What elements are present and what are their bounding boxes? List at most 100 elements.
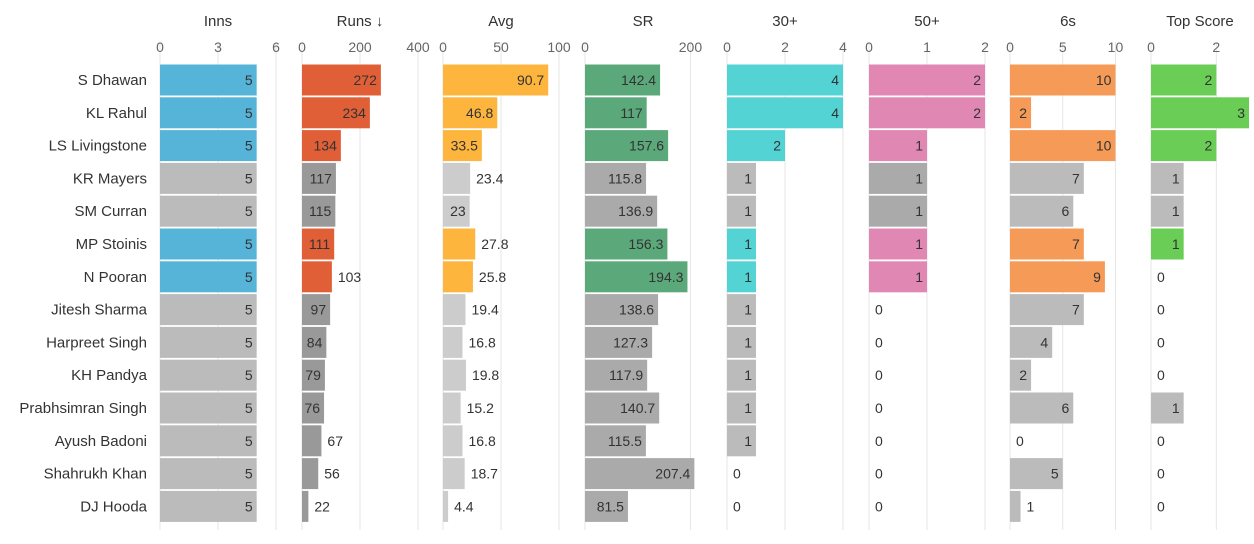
avg-bar xyxy=(443,359,466,391)
inns-value-label: 5 xyxy=(245,203,253,219)
sr-bar xyxy=(585,490,628,522)
avg-value-label: 25.8 xyxy=(479,269,506,285)
runs-value-label: 56 xyxy=(324,466,340,482)
6s-bar xyxy=(1010,228,1084,260)
row-label: KL Rahul xyxy=(86,105,147,122)
inns-bar xyxy=(160,490,257,522)
runs-bar xyxy=(302,326,327,358)
inns-bar xyxy=(160,326,257,358)
runs-value-label: 97 xyxy=(311,302,327,318)
runs-bar xyxy=(302,490,309,522)
avg-value-label: 19.4 xyxy=(472,302,499,318)
6s-value-label: 6 xyxy=(1061,400,1069,416)
30-value-label: 2 xyxy=(773,138,781,154)
runs-tick-label: 400 xyxy=(406,39,430,55)
30-value-label: 1 xyxy=(744,302,752,318)
avg-bar xyxy=(443,130,482,162)
inns-bar xyxy=(160,97,257,129)
top-score-value-label: 0 xyxy=(1157,302,1165,318)
30-value-label: 1 xyxy=(744,170,752,186)
top-score-value-label: 0 xyxy=(1157,433,1165,449)
avg-value-label: 46.8 xyxy=(466,105,493,121)
50-value-label: 0 xyxy=(875,367,883,383)
inns-value-label: 5 xyxy=(245,334,253,350)
inns-bar xyxy=(160,64,257,96)
top-score-bar xyxy=(1151,64,1217,96)
avg-header: Avg xyxy=(488,13,514,30)
runs-bar xyxy=(302,195,336,227)
inns-tick-label: 3 xyxy=(214,39,222,55)
50-value-label: 1 xyxy=(915,269,923,285)
6s-bar xyxy=(1010,392,1074,424)
6s-tick-label: 10 xyxy=(1108,39,1124,55)
runs-bar xyxy=(302,130,341,162)
avg-value-label: 27.8 xyxy=(481,236,508,252)
inns-bar xyxy=(160,261,257,293)
50-value-label: 0 xyxy=(875,334,883,350)
runs-value-label: 79 xyxy=(305,367,321,383)
sr-bar xyxy=(585,294,659,326)
50-bar xyxy=(869,261,927,293)
top-score-header: Top Score xyxy=(1166,13,1234,30)
sr-value-label: 157.6 xyxy=(629,138,664,154)
6s-value-label: 1 xyxy=(1027,498,1035,514)
avg-bar xyxy=(443,392,461,424)
sr-tick-label: 200 xyxy=(679,39,703,55)
inns-bar xyxy=(160,294,257,326)
inns-value-label: 5 xyxy=(245,269,253,285)
30-value-label: 0 xyxy=(733,498,741,514)
avg-bar xyxy=(443,294,466,326)
6s-value-label: 9 xyxy=(1093,269,1101,285)
30-value-label: 4 xyxy=(831,105,839,121)
avg-tick-label: 100 xyxy=(547,39,571,55)
50-value-label: 0 xyxy=(875,433,883,449)
inns-value-label: 5 xyxy=(245,466,253,482)
runs-bar xyxy=(302,359,325,391)
30-value-label: 1 xyxy=(744,203,752,219)
30-tick-label: 0 xyxy=(723,39,731,55)
inns-bar xyxy=(160,425,257,457)
6s-value-label: 4 xyxy=(1040,334,1048,350)
sr-bar xyxy=(585,425,646,457)
top-score-value-label: 1 xyxy=(1172,236,1180,252)
sr-bar xyxy=(585,392,660,424)
6s-header: 6s xyxy=(1060,13,1076,30)
avg-value-label: 16.8 xyxy=(468,433,495,449)
sr-value-label: 142.4 xyxy=(621,72,656,88)
6s-bar xyxy=(1010,458,1063,490)
sr-bar xyxy=(585,326,653,358)
top-score-bar xyxy=(1151,130,1217,162)
top-score-value-label: 0 xyxy=(1157,498,1165,514)
avg-value-label: 23 xyxy=(450,203,466,219)
inns-bar xyxy=(160,130,257,162)
30-bar xyxy=(727,425,756,457)
avg-value-label: 19.8 xyxy=(472,367,499,383)
6s-bar xyxy=(1010,195,1074,227)
avg-value-label: 18.7 xyxy=(471,466,498,482)
inns-bar xyxy=(160,162,257,194)
50-value-label: 1 xyxy=(915,138,923,154)
inns-value-label: 5 xyxy=(245,433,253,449)
50-bar xyxy=(869,130,927,162)
runs-value-label: 84 xyxy=(307,334,323,350)
row-label: Prabhsimran Singh xyxy=(19,400,147,417)
6s-bar xyxy=(1010,490,1021,522)
inns-header: Inns xyxy=(204,13,232,30)
top-score-value-label: 2 xyxy=(1205,72,1213,88)
runs-bar xyxy=(302,458,319,490)
50-tick-label: 0 xyxy=(865,39,873,55)
runs-bar xyxy=(302,228,335,260)
6s-value-label: 10 xyxy=(1096,138,1112,154)
50-value-label: 0 xyxy=(875,302,883,318)
6s-bar xyxy=(1010,261,1105,293)
sr-bar xyxy=(585,195,658,227)
inns-value-label: 5 xyxy=(245,105,253,121)
avg-value-label: 90.7 xyxy=(517,72,544,88)
6s-value-label: 6 xyxy=(1061,203,1069,219)
sr-bar xyxy=(585,162,647,194)
avg-bar xyxy=(443,261,473,293)
runs-bar xyxy=(302,162,336,194)
50-bar xyxy=(869,97,985,129)
50-value-label: 0 xyxy=(875,498,883,514)
6s-bar xyxy=(1010,64,1116,96)
